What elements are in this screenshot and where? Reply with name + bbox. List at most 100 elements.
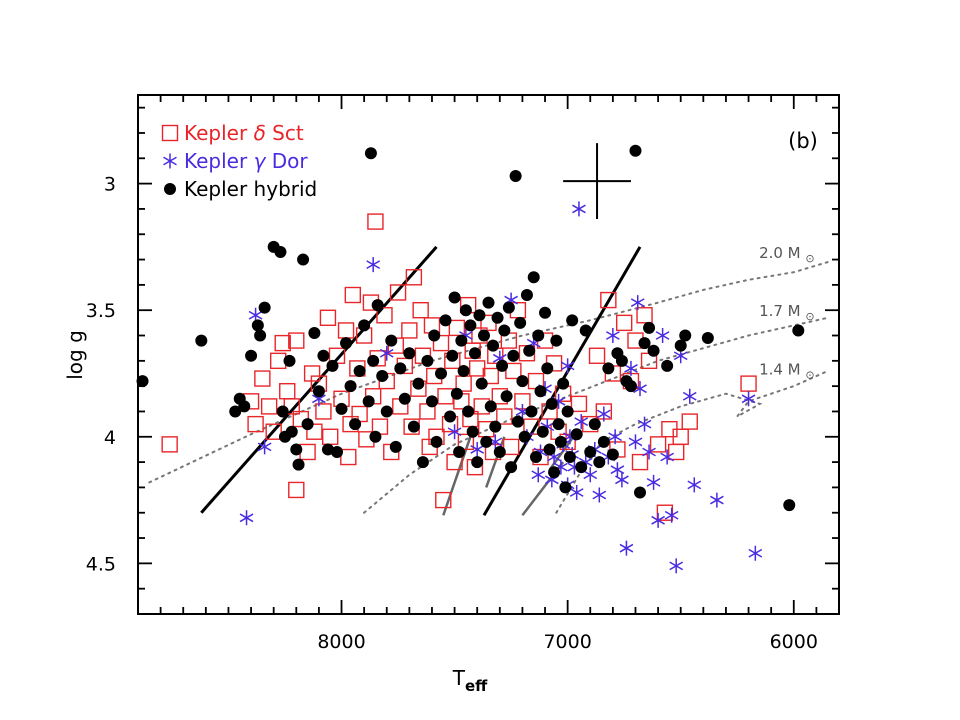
point-2-52 xyxy=(444,410,457,423)
point-2-120 xyxy=(629,144,642,157)
point-0-15 xyxy=(306,423,323,440)
point-1-35 xyxy=(592,487,607,503)
point-2-111 xyxy=(588,418,601,431)
legend-label-greek-0: δ xyxy=(254,121,266,145)
point-0-78 xyxy=(502,438,520,456)
point-2-44 xyxy=(412,377,425,390)
point-0-42 xyxy=(401,322,418,339)
point-0-62 xyxy=(457,433,475,451)
axis-ticks xyxy=(137,95,840,615)
point-2-27 xyxy=(344,380,357,393)
point-2-117 xyxy=(615,354,628,367)
point-2-83 xyxy=(514,316,527,329)
point-2-119 xyxy=(624,380,637,393)
point-2-74 xyxy=(493,445,506,458)
legend-label-1: Kepler γ Dor xyxy=(184,149,308,173)
point-2-39 xyxy=(389,440,402,453)
x-tick-label-2: 6000 xyxy=(770,631,818,653)
point-2-30 xyxy=(358,319,371,332)
point-2-97 xyxy=(545,397,558,410)
point-0-53 xyxy=(432,334,450,352)
point-0-105 xyxy=(649,436,667,453)
point-2-53 xyxy=(446,349,459,362)
point-2-51 xyxy=(439,314,452,327)
mass-track-label-0: 2.0 M xyxy=(759,244,801,262)
point-0-25 xyxy=(344,286,362,304)
point-2-61 xyxy=(464,319,477,332)
point-2-43 xyxy=(407,420,420,433)
point-2-58 xyxy=(457,364,470,377)
point-2-17 xyxy=(297,253,310,266)
point-2-98 xyxy=(548,466,561,479)
point-2-106 xyxy=(566,314,579,327)
point-2-84 xyxy=(516,375,529,388)
point-0-3 xyxy=(254,370,271,387)
point-2-41 xyxy=(398,392,411,405)
point-0-99 xyxy=(615,314,633,332)
point-2-82 xyxy=(511,415,524,428)
legend-label-2: Kepler hybrid xyxy=(184,177,317,201)
point-0-4 xyxy=(260,398,278,415)
point-2-121 xyxy=(634,486,647,499)
point-2-10 xyxy=(274,245,287,258)
point-2-35 xyxy=(371,299,384,312)
error-bar xyxy=(563,143,631,220)
point-0-18 xyxy=(319,309,337,326)
legend-marker-1 xyxy=(163,153,177,169)
point-2-64 xyxy=(471,456,484,469)
data-points xyxy=(136,144,805,574)
point-2-37 xyxy=(380,405,393,418)
point-2-5 xyxy=(245,349,258,362)
point-0-54 xyxy=(435,491,452,509)
point-2-115 xyxy=(606,448,619,461)
point-1-31 xyxy=(574,414,589,430)
mass-track-sun-symbol-1: ⊙ xyxy=(805,310,814,323)
point-2-130 xyxy=(792,324,805,337)
point-2-48 xyxy=(428,329,441,342)
point-2-34 xyxy=(369,430,382,443)
point-0-32 xyxy=(367,213,384,230)
point-1-30 xyxy=(572,201,586,217)
point-0-46 xyxy=(412,301,429,319)
point-1-50 xyxy=(651,512,665,528)
point-2-91 xyxy=(532,329,545,342)
point-2-126 xyxy=(674,339,687,352)
point-2-63 xyxy=(468,347,481,360)
point-2-47 xyxy=(425,395,438,408)
point-2-56 xyxy=(453,445,466,458)
point-2-96 xyxy=(543,443,556,456)
point-0-13 xyxy=(299,443,316,461)
tick-labels: 8000 7000 6000 3 3.5 4 4.5 xyxy=(86,174,818,653)
point-2-109 xyxy=(579,324,592,337)
y-tick-label-2: 4 xyxy=(104,427,116,449)
point-2-101 xyxy=(554,435,567,448)
point-2-49 xyxy=(430,435,443,448)
point-1-2 xyxy=(257,439,272,455)
point-1-53 xyxy=(664,507,679,523)
mass-track-sun-symbol-2: ⊙ xyxy=(805,368,814,381)
point-2-6 xyxy=(251,319,264,332)
point-2-93 xyxy=(536,425,549,438)
point-0-2 xyxy=(247,415,264,433)
point-2-90 xyxy=(529,451,542,464)
point-2-1 xyxy=(195,334,208,347)
point-2-66 xyxy=(475,377,488,390)
point-1-36 xyxy=(596,406,611,422)
point-1-39 xyxy=(608,429,623,445)
point-2-81 xyxy=(509,170,522,183)
point-2-50 xyxy=(435,367,448,380)
point-1-48 xyxy=(642,444,656,460)
mass-tracks: 2.0 M ⊙ 1.7 M ⊙ 1.4 M ⊙ xyxy=(148,244,829,514)
y-tick-label-3: 4.5 xyxy=(86,553,116,575)
point-0-72 xyxy=(482,367,499,385)
point-1-60 xyxy=(748,545,763,561)
point-2-122 xyxy=(638,337,651,350)
point-2-19 xyxy=(308,326,321,339)
point-1-42 xyxy=(619,540,634,556)
point-2-68 xyxy=(480,435,493,448)
point-1-52 xyxy=(660,449,675,465)
point-2-45 xyxy=(416,456,429,469)
point-0-106 xyxy=(656,504,674,521)
mass-track-2 xyxy=(555,370,829,514)
